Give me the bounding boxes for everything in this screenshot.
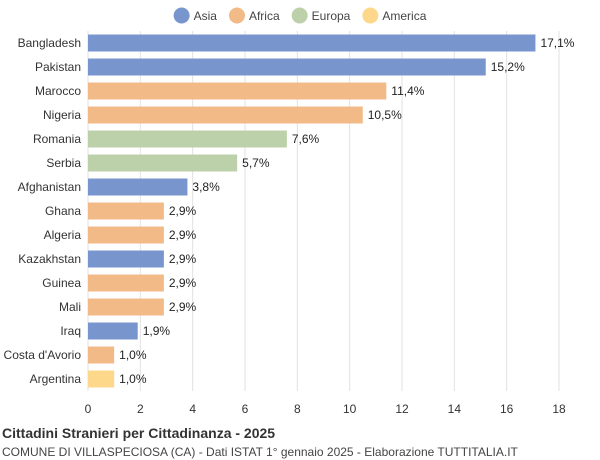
data-label: 11,4% — [391, 84, 424, 98]
y-tick-label: Algeria — [44, 228, 82, 242]
legend-label: Asia — [194, 9, 218, 23]
y-tick-label: Bangladesh — [18, 36, 81, 50]
data-label: 3,8% — [192, 180, 220, 194]
x-tick-label: 16 — [500, 402, 514, 416]
bar — [88, 346, 115, 364]
legend-swatch — [173, 7, 190, 24]
data-label: 2,9% — [169, 228, 197, 242]
x-tick-label: 2 — [137, 402, 144, 416]
chart-legend: Asia Africa Europa America — [173, 7, 427, 24]
legend-label: Europa — [312, 9, 351, 23]
bar — [88, 322, 138, 340]
data-label: 2,9% — [169, 300, 197, 314]
x-tick-label: 6 — [242, 402, 249, 416]
y-tick-label: Nigeria — [43, 108, 81, 122]
y-tick-label: Iraq — [60, 324, 81, 338]
y-tick-label: Romania — [33, 132, 81, 146]
data-label: 15,2% — [491, 60, 525, 74]
x-axis-labels: 0 2 4 6 8 10 12 14 16 18 — [85, 402, 566, 416]
data-label: 1,9% — [143, 324, 171, 338]
bar — [88, 106, 363, 124]
data-label: 10,5% — [368, 108, 402, 122]
y-tick-label: Guinea — [42, 276, 81, 290]
bar — [88, 34, 536, 52]
data-label: 17,1% — [540, 36, 574, 50]
bar — [88, 274, 164, 292]
chart-title: Cittadini Stranieri per Cittadinanza - 2… — [2, 425, 276, 441]
y-tick-label: Afghanistan — [18, 180, 81, 194]
chart-subtitle: COMUNE DI VILLASPECIOSA (CA) - Dati ISTA… — [2, 445, 518, 459]
x-tick-label: 12 — [395, 402, 409, 416]
bar — [88, 82, 387, 100]
y-tick-label: Kazakhstan — [18, 252, 81, 266]
bar — [88, 226, 164, 244]
bar — [88, 130, 287, 148]
y-tick-label: Serbia — [46, 156, 81, 170]
y-tick-label: Marocco — [35, 84, 81, 98]
y-tick-label: Ghana — [45, 204, 81, 218]
data-label: 2,9% — [169, 276, 197, 290]
bar — [88, 298, 164, 316]
legend-label: America — [382, 9, 426, 23]
bar — [88, 58, 486, 76]
y-tick-label: Costa d'Avorio — [4, 348, 82, 362]
legend-swatch — [362, 7, 379, 24]
data-label: 1,0% — [119, 372, 147, 386]
legend-swatch — [228, 7, 245, 24]
x-tick-label: 8 — [294, 402, 301, 416]
bar — [88, 178, 188, 196]
bar — [88, 250, 164, 268]
data-label: 2,9% — [169, 252, 197, 266]
x-tick-label: 0 — [85, 402, 92, 416]
data-label: 2,9% — [169, 204, 197, 218]
bar — [88, 370, 115, 388]
legend-label: Africa — [249, 9, 280, 23]
data-label: 1,0% — [119, 348, 147, 362]
legend-swatch — [291, 7, 308, 24]
chart-bars: 17,1% 15,2% 11,4% 10,5% 7,6% 5,7% 3,8% 2,9% 2,9%… — [88, 34, 575, 388]
x-tick-label: 10 — [343, 402, 357, 416]
y-tick-label: Pakistan — [35, 60, 81, 74]
y-tick-label: Argentina — [30, 372, 82, 386]
bar-chart: Asia Africa Europa America 17,1%15,2%11,4%1… — [4, 7, 575, 416]
data-label: 5,7% — [242, 156, 270, 170]
x-tick-label: 18 — [552, 402, 566, 416]
x-tick-label: 14 — [448, 402, 462, 416]
bar — [88, 154, 238, 172]
y-axis-labels: Bangladesh Pakistan Marocco Nigeria Romania S… — [4, 36, 82, 386]
y-tick-label: Mali — [59, 300, 81, 314]
data-label: 7,6% — [292, 132, 320, 146]
bar — [88, 202, 164, 220]
x-tick-label: 4 — [189, 402, 196, 416]
